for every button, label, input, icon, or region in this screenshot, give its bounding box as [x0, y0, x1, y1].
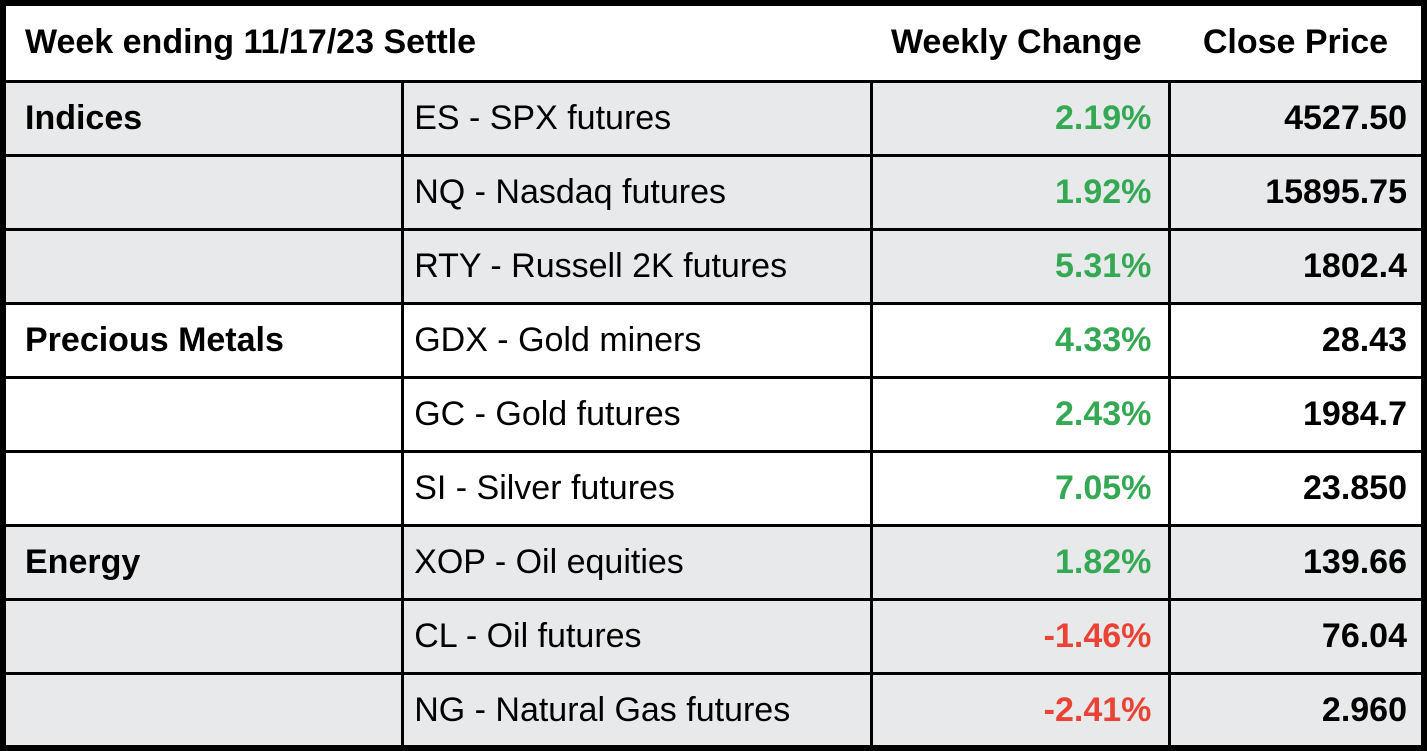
category-cell: [1, 227, 405, 305]
category-cell: [1, 672, 405, 750]
close-price-cell: 2.960: [1168, 672, 1426, 750]
category-cell: Precious Metals: [1, 301, 405, 379]
weekly-change-cell: 5.31%: [870, 227, 1172, 305]
table-row: Precious Metals GDX - Gold miners 4.33% …: [1, 301, 1426, 379]
close-price-cell: 1802.4: [1168, 227, 1426, 305]
table-body: Indices ES - SPX futures 2.19% 4527.50 N…: [1, 79, 1426, 750]
weekly-change-cell: 4.33%: [870, 301, 1172, 379]
table-row: NG - Natural Gas futures -2.41% 2.960: [1, 672, 1426, 750]
category-cell: [1, 375, 405, 454]
category-cell: [1, 598, 405, 676]
weekly-change-cell: 1.92%: [870, 153, 1172, 231]
instrument-cell: XOP - Oil equities: [401, 524, 874, 602]
instrument-cell: GDX - Gold miners: [401, 301, 874, 379]
category-cell: Indices: [1, 79, 405, 157]
table-row: RTY - Russell 2K futures 5.31% 1802.4: [1, 227, 1426, 305]
close-price-cell: 28.43: [1168, 301, 1426, 379]
table-header: Week ending 11/17/23 Settle Weekly Chang…: [3, 3, 1424, 81]
close-price-cell: 23.850: [1168, 450, 1426, 528]
instrument-cell: RTY - Russell 2K futures: [401, 227, 874, 305]
column-header-weekly-change: Weekly Change: [871, 3, 1170, 81]
weekly-change-cell: -2.41%: [870, 672, 1172, 750]
category-cell: Energy: [1, 524, 405, 602]
weekly-change-cell: -1.46%: [870, 598, 1172, 676]
header-row: Week ending 11/17/23 Settle Weekly Chang…: [3, 3, 1424, 81]
weekly-change-cell: 1.82%: [870, 524, 1172, 602]
table-row: NQ - Nasdaq futures 1.92% 15895.75: [1, 153, 1426, 231]
table-row: GC - Gold futures 2.43% 1984.7: [1, 375, 1426, 454]
table-row: Indices ES - SPX futures 2.19% 4527.50: [1, 79, 1426, 157]
weekly-change-cell: 7.05%: [870, 450, 1172, 528]
instrument-cell: CL - Oil futures: [401, 598, 874, 676]
instrument-cell: ES - SPX futures: [401, 79, 874, 157]
weekly-change-cell: 2.19%: [870, 79, 1172, 157]
instrument-cell: SI - Silver futures: [401, 450, 874, 528]
category-cell: [1, 153, 405, 231]
table-title: Week ending 11/17/23 Settle: [3, 3, 872, 81]
weekly-change-cell: 2.43%: [870, 375, 1172, 454]
instrument-cell: NG - Natural Gas futures: [401, 672, 874, 750]
close-price-cell: 4527.50: [1168, 79, 1426, 157]
table-row: SI - Silver futures 7.05% 23.850: [1, 450, 1426, 528]
close-price-cell: 15895.75: [1168, 153, 1426, 231]
column-header-close-price: Close Price: [1169, 3, 1424, 81]
instrument-cell: NQ - Nasdaq futures: [401, 153, 874, 231]
category-cell: [1, 450, 405, 528]
table-row: CL - Oil futures -1.46% 76.04: [1, 598, 1426, 676]
instrument-cell: GC - Gold futures: [401, 375, 874, 454]
close-price-cell: 76.04: [1168, 598, 1426, 676]
close-price-cell: 1984.7: [1168, 375, 1426, 454]
close-price-cell: 139.66: [1168, 524, 1426, 602]
table-row: Energy XOP - Oil equities 1.82% 139.66: [1, 524, 1426, 602]
